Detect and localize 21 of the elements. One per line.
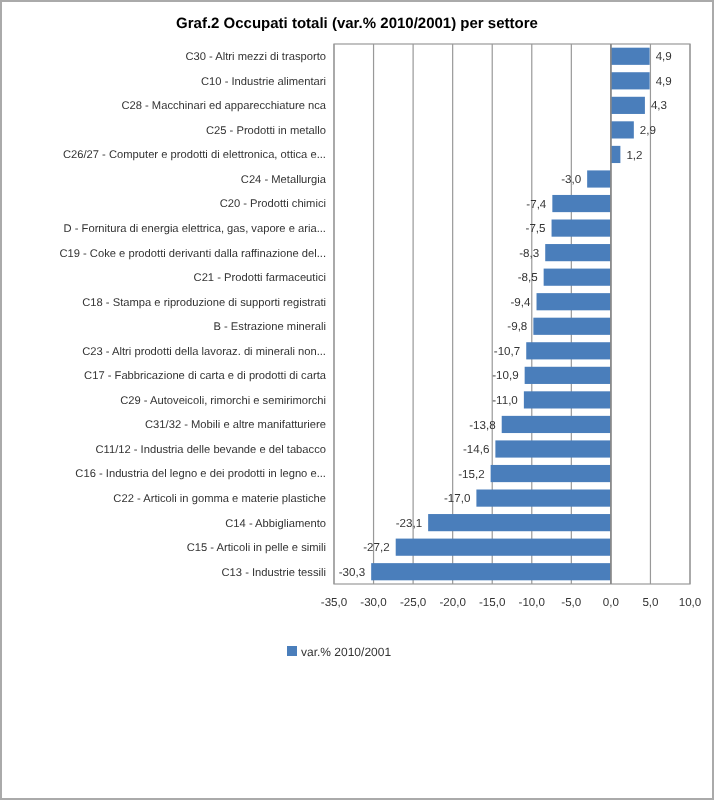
bar <box>428 514 611 532</box>
bar <box>501 415 611 434</box>
bar <box>610 47 650 65</box>
bar <box>523 391 611 409</box>
bar <box>552 194 611 213</box>
bar <box>371 563 611 581</box>
bar <box>526 342 611 360</box>
bar <box>495 440 611 458</box>
bar <box>610 72 650 90</box>
bar <box>533 317 611 335</box>
bar <box>536 293 611 311</box>
bar <box>587 170 611 188</box>
bar <box>610 121 634 139</box>
bar <box>610 96 645 114</box>
bar <box>476 489 611 507</box>
bar <box>545 244 611 262</box>
bar <box>551 219 611 237</box>
bar <box>395 538 611 556</box>
bar <box>524 366 611 384</box>
bar <box>490 464 611 483</box>
bar <box>543 268 611 286</box>
